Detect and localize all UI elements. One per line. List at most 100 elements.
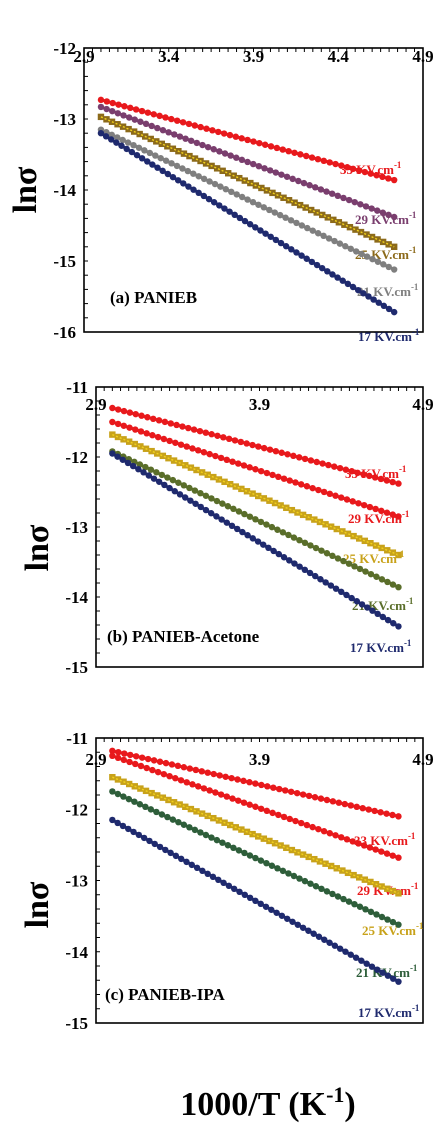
- series-2: 29 KV.cm-1: [109, 752, 419, 898]
- data-point: [160, 435, 168, 443]
- fit-line: [112, 819, 399, 983]
- y-tick-label: -12: [65, 800, 88, 819]
- data-point: [351, 900, 358, 908]
- data-point: [125, 795, 133, 803]
- data-point: [367, 539, 374, 547]
- data-point: [374, 258, 382, 265]
- data-point: [317, 795, 325, 802]
- data-point: [228, 774, 235, 782]
- data-point: [148, 447, 155, 455]
- data-point: [333, 525, 340, 533]
- series-label: 17 KV.cm-1: [358, 1003, 420, 1020]
- y-tick-label: -12: [53, 39, 76, 58]
- data-point: [308, 154, 316, 161]
- data-point: [299, 511, 307, 519]
- series-4: 21 KV.cm-1: [109, 788, 418, 980]
- data-point: [367, 570, 375, 578]
- data-point: [182, 803, 189, 810]
- series-label: 29 KV.cm-1: [355, 210, 417, 227]
- data-point: [238, 826, 245, 833]
- data-point: [319, 211, 326, 219]
- data-point: [171, 131, 178, 138]
- series-3: 25 KV.cm-1: [97, 113, 417, 262]
- data-point: [285, 870, 292, 877]
- data-point: [252, 803, 259, 810]
- data-point: [356, 874, 363, 881]
- data-point: [371, 474, 379, 481]
- data-point: [157, 154, 164, 162]
- data-point: [241, 510, 248, 518]
- data-point: [135, 144, 143, 151]
- data-point: [329, 552, 336, 560]
- data-point: [173, 117, 181, 124]
- data-point: [302, 204, 309, 211]
- data-point: [229, 795, 236, 802]
- data-point: [372, 846, 379, 853]
- chart-panel-2: 2.9 3.9 4.9 -11 -12 -13 -14 -15 lnσ 33 KV.cm-1 29 …: [19, 378, 434, 677]
- data-point: [274, 526, 281, 533]
- data-point: [306, 182, 313, 189]
- data-point: [138, 412, 145, 419]
- data-point: [255, 492, 262, 500]
- data-point: [114, 433, 122, 441]
- data-point: [301, 455, 309, 463]
- data-point: [303, 821, 311, 829]
- data-point: [389, 887, 397, 895]
- fit-line: [112, 755, 399, 859]
- data-point: [137, 762, 145, 770]
- series-3: 25 KV.cm-1: [109, 773, 424, 938]
- data-point: [340, 557, 347, 565]
- data-point: [250, 138, 257, 145]
- data-point: [356, 535, 363, 542]
- data-point: [197, 123, 204, 131]
- data-point: [311, 516, 318, 523]
- data-point: [374, 207, 381, 214]
- chart-panel-1: 2.9 3.4 3.9 4.4 4.9 -12 -13 -14 -15 -16 lnσ 33 KV.c…: [7, 39, 434, 344]
- data-point: [276, 785, 283, 793]
- data-point: [287, 788, 295, 795]
- data-point: [126, 409, 134, 416]
- data-point: [226, 480, 234, 488]
- data-point: [297, 151, 304, 158]
- data-point: [307, 880, 314, 887]
- data-point: [340, 194, 347, 202]
- data-point: [170, 799, 178, 806]
- data-point: [162, 759, 170, 767]
- data-point: [329, 798, 337, 805]
- data-point: [217, 791, 225, 798]
- data-point: [193, 808, 200, 815]
- data-point: [252, 466, 259, 473]
- data-point: [147, 806, 155, 813]
- data-point: [185, 120, 193, 128]
- series-label: 25 KV.cm-1: [343, 549, 405, 566]
- data-point: [372, 542, 380, 549]
- data-point: [137, 443, 144, 450]
- data-point: [318, 885, 325, 893]
- data-point: [261, 165, 268, 172]
- data-point: [148, 789, 155, 797]
- series-label: 29 KV.cm-1: [348, 509, 410, 526]
- data-point: [125, 125, 132, 133]
- data-point: [216, 148, 223, 155]
- data-point: [180, 150, 188, 157]
- data-point: [220, 434, 227, 441]
- y-axis-label: lnσ: [19, 524, 56, 571]
- data-point: [344, 164, 351, 171]
- data-point: [389, 811, 396, 819]
- plot-frame: [95, 737, 424, 1024]
- data-point: [125, 780, 133, 788]
- y-tick-label: -11: [66, 729, 88, 748]
- data-point: [194, 447, 202, 454]
- data-point: [363, 231, 370, 238]
- data-point: [185, 424, 192, 432]
- data-point: [125, 114, 133, 121]
- data-point: [172, 775, 179, 782]
- data-point: [210, 770, 217, 778]
- data-point: [352, 248, 360, 255]
- x-tick-label: 4.9: [412, 47, 433, 66]
- data-point: [124, 139, 132, 146]
- panel-title: (c) PANIEB-IPA: [105, 985, 225, 1004]
- data-point: [384, 547, 391, 554]
- data-point: [183, 443, 190, 450]
- data-point: [126, 758, 133, 766]
